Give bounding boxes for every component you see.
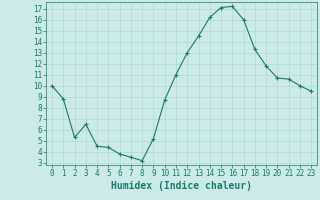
X-axis label: Humidex (Indice chaleur): Humidex (Indice chaleur)	[111, 181, 252, 191]
